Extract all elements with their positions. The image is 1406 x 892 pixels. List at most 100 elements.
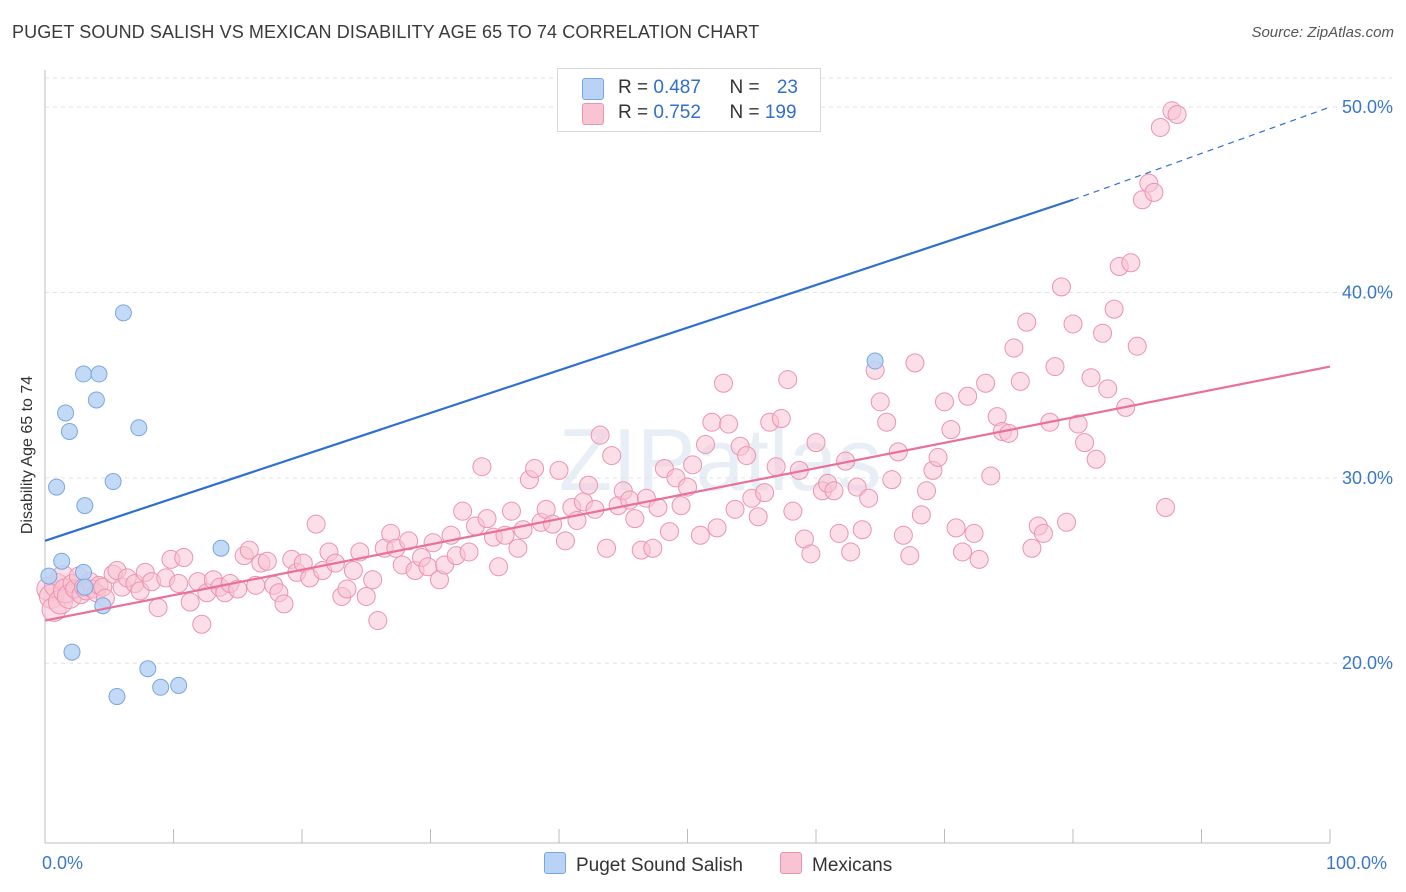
mexicans-point (585, 499, 605, 519)
mexicans-point (1081, 368, 1101, 388)
mexicans-point (192, 614, 212, 634)
mexicans-point (905, 353, 925, 373)
mexicans-point (590, 425, 610, 445)
mexicans-point (1057, 512, 1077, 532)
mexicans-point (274, 594, 294, 614)
puget-sound-salish-point (53, 552, 71, 570)
mexicans-point (1121, 253, 1141, 273)
mexicans-point (719, 414, 739, 434)
mexicans-point (1098, 379, 1118, 399)
mexicans-points (36, 101, 1187, 634)
mexicans-point (935, 392, 954, 412)
legend-swatch-pink (780, 852, 802, 874)
mexicans-point (725, 499, 745, 519)
mexicans-point (228, 579, 248, 599)
puget-sound-salish-point (87, 391, 105, 409)
mexicans-point (1010, 371, 1030, 391)
n-label: N = (729, 102, 765, 123)
mexicans-point (964, 523, 984, 543)
r-value: 0.487 (653, 77, 701, 98)
legend-item-mexicans: Mexicans (780, 852, 892, 877)
mexicans-point (1086, 449, 1106, 469)
mexicans-point (941, 420, 961, 440)
mexicans-point (1156, 497, 1176, 517)
mexicans-point (368, 611, 388, 631)
mexicans-point (257, 551, 277, 571)
mexicans-point (981, 466, 1001, 486)
mexicans-point (549, 460, 569, 480)
legend-swatch-blue (582, 78, 604, 100)
mexicans-point (1017, 312, 1037, 332)
mexicans-point (597, 538, 617, 558)
puget-trend-extension (1072, 106, 1331, 201)
mexicans-point (683, 455, 703, 475)
mexicans-point (1022, 538, 1042, 558)
legend-label: Mexicans (812, 855, 893, 876)
mexicans-point (508, 538, 528, 558)
mexicans-point (602, 446, 622, 466)
mexicans-point (555, 531, 575, 551)
legend-swatch-blue (544, 852, 566, 874)
gridlines (45, 77, 1392, 664)
mexicans-point (911, 505, 931, 525)
mexicans-point (543, 514, 563, 534)
puget-sound-salish-point (104, 473, 122, 491)
puget-sound-salish-point (75, 365, 93, 383)
mexicans-point (1093, 323, 1113, 343)
puget-sound-salish-point (152, 678, 170, 696)
legend-label: Puget Sound Salish (576, 855, 743, 876)
mexicans-point (778, 370, 798, 390)
mexicans-point (952, 542, 972, 562)
correlation-legend: R = 0.487 N = 23 R = 0.752 N = 199 (557, 68, 821, 132)
mexicans-point (513, 520, 533, 540)
puget-sound-salish-point (76, 578, 94, 596)
y-tick-label: 50.0% (1342, 97, 1393, 117)
n-value: 199 (764, 102, 797, 123)
mexicans-point (766, 457, 786, 477)
mexicans-point (999, 423, 1019, 443)
x-tick-label-max: 100.0% (1326, 853, 1388, 873)
mexicans-point (946, 518, 966, 538)
mexicans-point (900, 546, 920, 566)
puget-sound-salish-point (75, 563, 93, 581)
mexicans-point (969, 549, 989, 569)
mexicans-point (501, 501, 521, 521)
mexicans-point (1075, 433, 1095, 453)
legend-swatch-pink (582, 103, 604, 125)
mexicans-point (1150, 117, 1170, 137)
mexicans-point (169, 573, 189, 593)
mexicans-point (737, 446, 757, 466)
puget-sound-salish-point (60, 422, 78, 440)
mexicans-point (695, 434, 715, 454)
mexicans-point (917, 481, 937, 501)
mexicans-point (625, 509, 645, 529)
mexicans-point (829, 523, 849, 543)
mexicans-point (1144, 182, 1164, 202)
mexicans-point (928, 447, 948, 467)
legend-item-puget-sound-salish: Puget Sound Salish (544, 852, 743, 877)
mexicans-point (671, 496, 691, 516)
puget-sound-salish-points (40, 107, 884, 706)
mexicans-point (1104, 299, 1124, 319)
mexicans-point (748, 507, 768, 527)
mexicans-point (1063, 314, 1083, 334)
mexicans-point (841, 542, 861, 562)
mexicans-point (976, 373, 996, 393)
puget-sound-salish-point (40, 567, 58, 585)
n-value: 23 (776, 77, 798, 98)
mexicans-point (660, 522, 680, 542)
r-label: R = (618, 77, 654, 98)
mexicans-point (477, 509, 497, 529)
mexicans-point (343, 561, 363, 581)
y-tick-label: 20.0% (1342, 653, 1393, 673)
puget-sound-salish-point (130, 419, 148, 437)
axes (44, 70, 1331, 844)
mexicans-trend-line (44, 365, 1331, 622)
mexicans-point (847, 477, 867, 497)
mexicans-point (852, 520, 872, 540)
mexicans-point (806, 433, 826, 453)
mexicans-point (472, 457, 492, 477)
mexicans-point (771, 408, 791, 428)
y-tick-label: 40.0% (1342, 282, 1393, 302)
trend-lines (44, 106, 1331, 622)
